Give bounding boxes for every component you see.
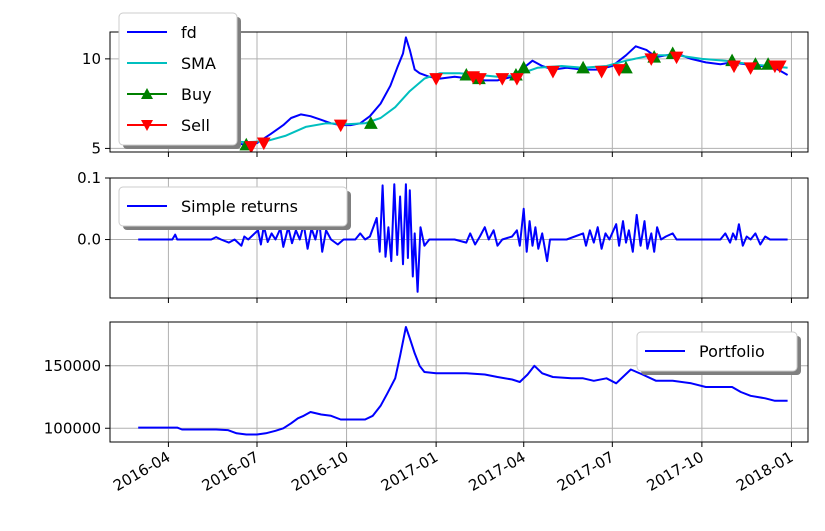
sell-marker (429, 73, 443, 86)
x-tick-label: 2017-01 (378, 448, 441, 495)
buy-marker (576, 60, 590, 74)
legend-label: Portfolio (699, 342, 765, 361)
legend-label: Simple returns (181, 197, 298, 216)
x-tick-label: 2016-04 (110, 448, 173, 495)
plot-area (138, 36, 789, 152)
sell-marker (727, 60, 741, 74)
y-tick-label: 5 (91, 139, 101, 157)
x-tick-label: 2016-07 (199, 448, 262, 495)
sell-marker (743, 62, 758, 75)
x-tick-label: 2017-04 (465, 448, 528, 495)
sell-marker (495, 73, 510, 86)
series-line-portfolio (138, 326, 788, 436)
x-tick-label: 2017-10 (644, 448, 707, 495)
buy-marker (364, 116, 378, 129)
sell-marker (546, 65, 560, 79)
plot-area (138, 183, 788, 293)
sell-marker (510, 73, 524, 86)
sell-marker (644, 53, 659, 66)
legend-buy-marker (141, 88, 153, 99)
sell-marker (594, 65, 609, 79)
x-tick-label: 2017-07 (554, 448, 617, 495)
legend-label: Buy (181, 85, 212, 104)
y-tick-label: 10 (82, 50, 101, 68)
x-tick-label: 2016-10 (288, 448, 351, 495)
y-tick-label: 100000 (44, 419, 101, 437)
axes-frame (109, 31, 809, 153)
sell-marker (333, 119, 348, 133)
plot-area (138, 326, 788, 436)
legend-box (118, 186, 348, 227)
legend-box (118, 12, 238, 146)
legend-label: fd (181, 23, 197, 42)
sell-marker (772, 60, 787, 74)
y-tick-label: 150000 (44, 357, 101, 375)
legend-label: Sell (181, 116, 210, 135)
sell-marker (669, 51, 684, 65)
series-line-simple-returns (138, 183, 788, 293)
axes-frame (109, 177, 809, 299)
legend-label: SMA (181, 54, 216, 73)
legend-sell-marker (141, 120, 153, 131)
sell-marker (244, 141, 259, 152)
y-tick-label: 0.0 (77, 231, 101, 249)
sell-marker (256, 137, 271, 151)
buy-marker (516, 60, 531, 74)
legend-box (636, 331, 798, 372)
y-tick-label: 0.1 (77, 169, 101, 187)
axes-frame (109, 321, 809, 443)
x-tick-label: 2018-01 (733, 448, 796, 495)
sell-marker (612, 64, 626, 77)
sell-marker (473, 73, 487, 86)
